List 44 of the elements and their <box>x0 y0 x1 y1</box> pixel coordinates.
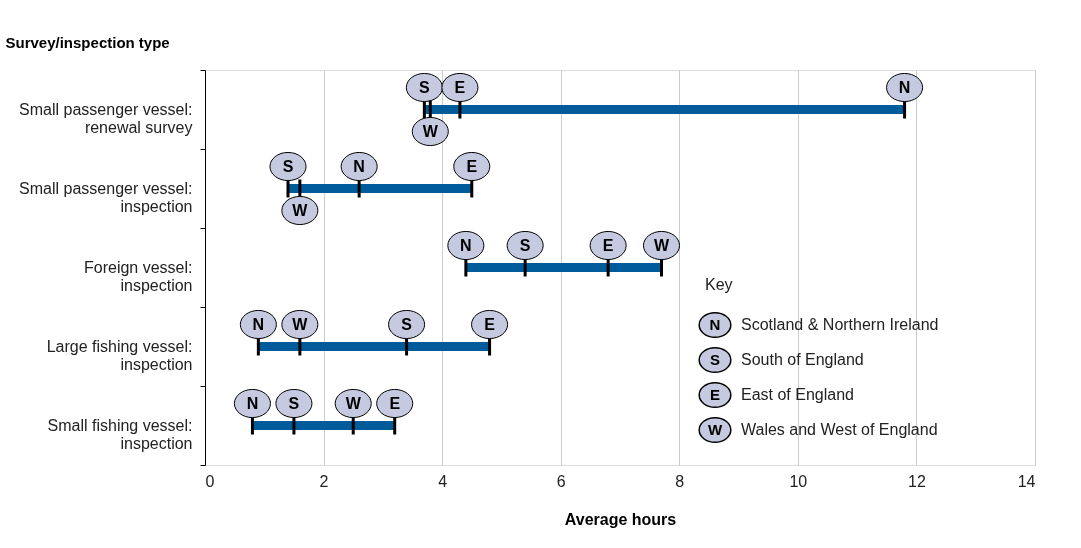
data-label: S <box>288 394 300 412</box>
data-label: W <box>292 201 309 219</box>
legend-label: Scotland & Northern Ireland <box>741 316 939 333</box>
x-tick-label: 14 <box>1017 472 1036 490</box>
text: S <box>709 351 721 368</box>
data-label: N <box>353 157 365 175</box>
x-tick-label: 6 <box>556 472 566 490</box>
y-tick-label: Large fishing vessel: inspection <box>46 338 193 373</box>
data-label: N <box>252 315 265 333</box>
data-label: W <box>345 394 362 412</box>
data-label: N <box>898 78 911 96</box>
x-tick-label: 12 <box>908 472 926 490</box>
text: E <box>709 386 721 403</box>
data-label: E <box>484 315 496 333</box>
data-label: E <box>389 394 401 412</box>
legend-label: South of England <box>741 351 864 368</box>
y-tick-label: Foreign vessel: inspection <box>84 259 193 294</box>
x-axis-title: Average hours <box>564 510 677 528</box>
x-tick-label: 0 <box>205 472 215 490</box>
data-label: E <box>602 236 614 254</box>
y-tick-label: Small passenger vessel: inspection <box>19 180 193 215</box>
data-label: S <box>282 157 294 175</box>
x-tick-label: 4 <box>438 472 448 490</box>
x-tick-label: 10 <box>789 472 808 490</box>
y-tick-label: Small passenger vessel: renewal survey <box>19 101 193 136</box>
data-label: W <box>422 122 439 140</box>
data-label: N <box>246 394 259 412</box>
data-label: N <box>460 236 472 254</box>
data-label: W <box>292 315 309 333</box>
y-axis-title: Survey/inspection type <box>5 33 170 51</box>
text: N <box>709 316 721 333</box>
data-label: E <box>454 78 466 96</box>
legend-title: Key <box>705 276 733 293</box>
data-label: S <box>401 315 413 333</box>
legend-label: East of England <box>741 386 854 403</box>
y-tick-label: Small fishing vessel: inspection <box>47 417 193 452</box>
data-label: S <box>519 236 531 254</box>
legend-label: Wales and West of England <box>741 421 938 438</box>
x-tick-label: 2 <box>319 472 329 490</box>
x-tick-label: 8 <box>675 472 685 490</box>
data-label: W <box>653 236 670 254</box>
text: W <box>707 421 723 438</box>
data-label: S <box>419 78 431 96</box>
data-label: E <box>466 157 478 175</box>
